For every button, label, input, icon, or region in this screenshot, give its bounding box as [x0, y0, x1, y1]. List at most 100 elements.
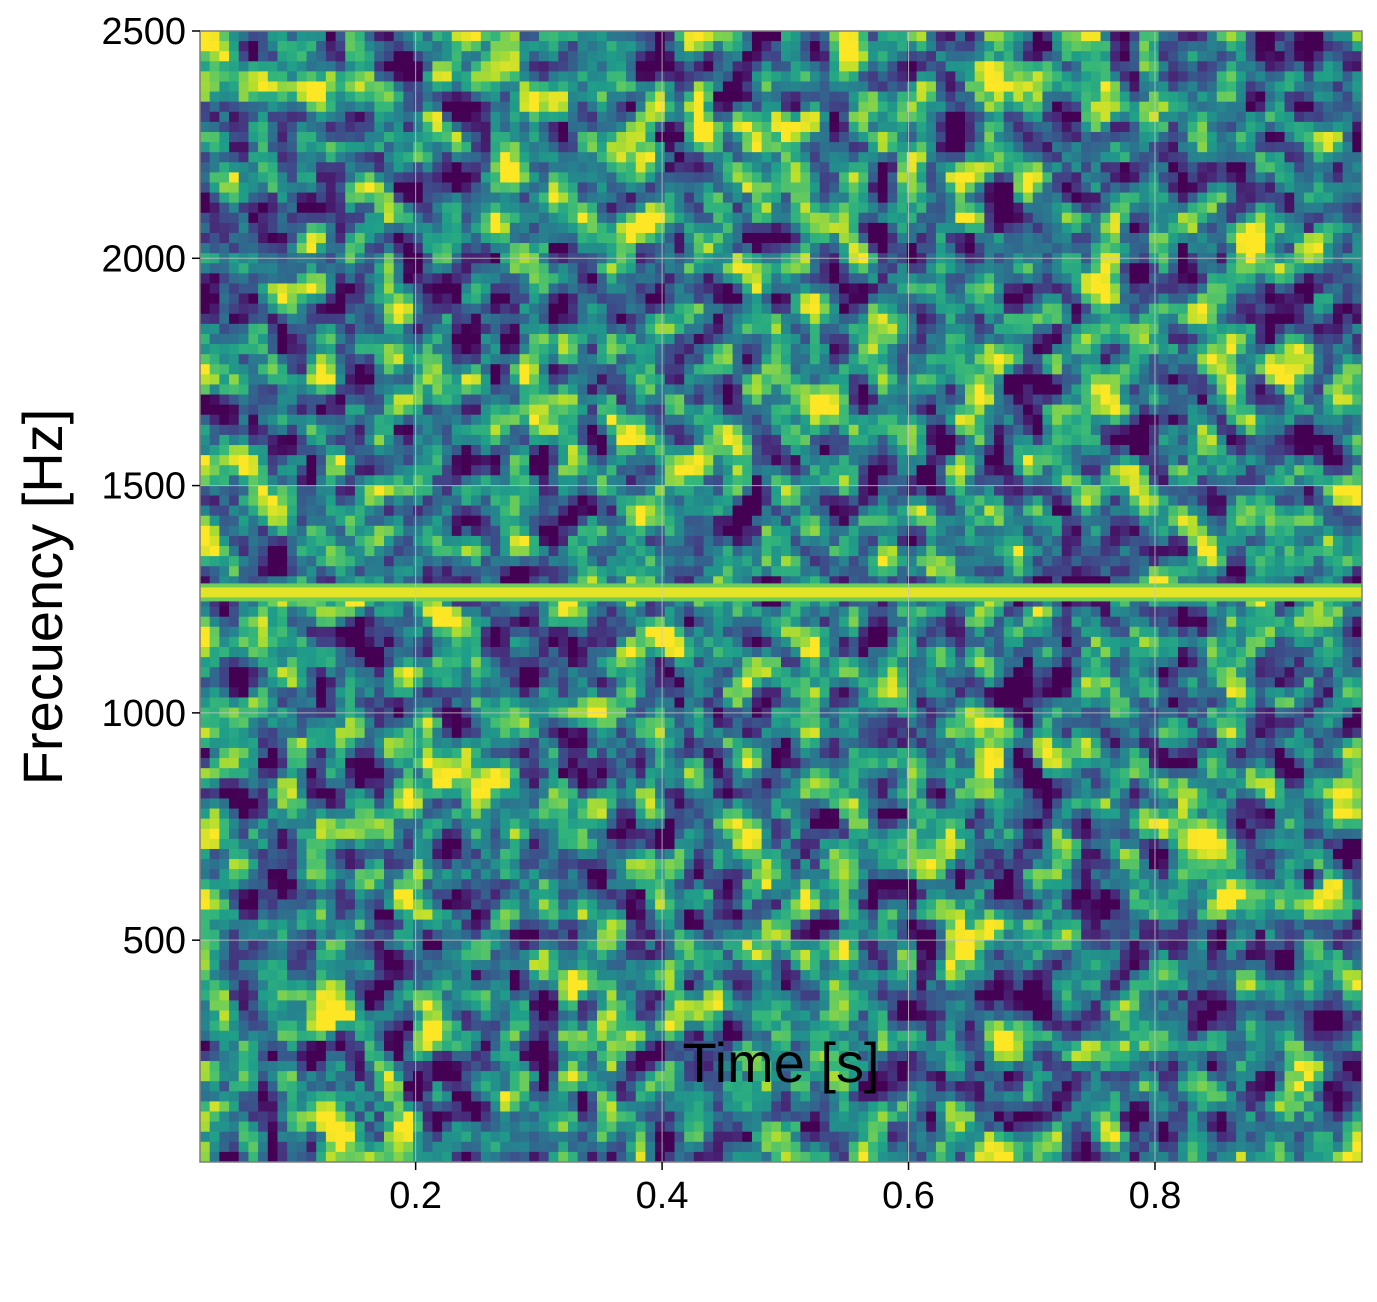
heatmap-cell	[626, 41, 637, 52]
heatmap-cell	[238, 414, 250, 426]
heatmap-cell	[209, 71, 220, 83]
heatmap-cell	[645, 172, 656, 184]
heatmap-cell	[645, 31, 656, 42]
heatmap-cell	[839, 222, 850, 234]
heatmap-cell	[1090, 182, 1102, 194]
heatmap-cell	[403, 414, 414, 426]
heatmap-cell	[1332, 41, 1344, 52]
heatmap-cell	[771, 263, 782, 274]
heatmap-cell	[500, 232, 511, 244]
heatmap-cell	[1216, 364, 1228, 375]
heatmap-cell	[742, 142, 753, 153]
heatmap-cell	[1245, 364, 1257, 375]
heatmap-cell	[248, 41, 259, 52]
heatmap-cell	[567, 364, 579, 375]
heatmap-cell	[296, 313, 308, 325]
heatmap-cell	[1274, 384, 1286, 396]
heatmap-cell	[490, 51, 501, 62]
heatmap-cell	[887, 31, 898, 42]
heatmap-cell	[674, 162, 685, 173]
heatmap-cell	[219, 323, 230, 335]
heatmap-cell	[597, 91, 608, 103]
heatmap-cell	[587, 333, 598, 345]
heatmap-cell	[1148, 344, 1160, 355]
heatmap-cell	[1168, 434, 1179, 446]
heatmap-cell	[1100, 121, 1111, 133]
heatmap-cell	[480, 344, 492, 355]
heatmap-cell	[1265, 61, 1276, 72]
heatmap-cell	[1303, 152, 1315, 163]
heatmap-cell	[480, 31, 492, 42]
heatmap-cell	[490, 212, 501, 224]
heatmap-cell	[751, 414, 763, 426]
heatmap-cell	[1032, 172, 1044, 184]
heatmap-cell	[897, 212, 908, 224]
heatmap-cell	[1090, 71, 1102, 83]
heatmap-cell	[490, 434, 501, 446]
heatmap-cell	[761, 434, 772, 446]
heatmap-cell	[1052, 202, 1063, 214]
heatmap-cell	[558, 61, 569, 72]
heatmap-cell	[1265, 41, 1276, 52]
heatmap-cell	[994, 111, 1005, 123]
heatmap-cell	[1207, 51, 1218, 62]
heatmap-cell	[955, 111, 966, 123]
heatmap-cell	[306, 232, 317, 244]
heatmap-cell	[868, 172, 879, 184]
heatmap-cell	[897, 81, 908, 93]
heatmap-cell	[509, 212, 521, 224]
heatmap-cell	[839, 333, 850, 345]
heatmap-cell	[751, 202, 763, 214]
heatmap-cell	[693, 364, 705, 375]
heatmap-cell	[558, 131, 569, 143]
heatmap-cell	[664, 41, 676, 52]
heatmap-cell	[926, 71, 937, 83]
heatmap-cell	[858, 273, 869, 285]
heatmap-cell	[238, 202, 250, 214]
heatmap-cell	[471, 333, 482, 345]
heatmap-cell	[819, 394, 831, 406]
heatmap-cell	[354, 424, 366, 436]
heatmap-cell	[258, 111, 269, 123]
heatmap-cell	[751, 212, 763, 224]
heatmap-cell	[354, 283, 366, 295]
heatmap-cell	[790, 323, 801, 335]
heatmap-cell	[374, 384, 385, 396]
heatmap-cell	[1274, 101, 1286, 113]
heatmap-cell	[810, 121, 821, 133]
heatmap-cell	[1352, 192, 1362, 204]
heatmap-cell	[364, 162, 375, 173]
heatmap-cell	[684, 374, 695, 386]
heatmap-cell	[732, 101, 743, 113]
heatmap-cell	[761, 344, 772, 355]
heatmap-cell	[848, 101, 860, 113]
heatmap-cell	[1119, 31, 1131, 42]
heatmap-cell	[1284, 323, 1295, 335]
heatmap-cell	[858, 31, 869, 42]
heatmap-cell	[1110, 81, 1121, 93]
heatmap-cell	[1255, 192, 1266, 204]
heatmap-cell	[1139, 131, 1150, 143]
heatmap-cell	[839, 313, 850, 325]
heatmap-cell	[1071, 41, 1082, 52]
heatmap-cell	[945, 202, 956, 214]
heatmap-cell	[829, 121, 840, 133]
heatmap-cell	[1129, 273, 1140, 285]
heatmap-cell	[335, 424, 346, 436]
heatmap-cell	[1003, 273, 1014, 285]
heatmap-cell	[722, 414, 734, 426]
heatmap-cell	[238, 273, 250, 285]
heatmap-cell	[1052, 212, 1063, 224]
heatmap-cell	[722, 121, 734, 133]
heatmap-cell	[974, 192, 985, 204]
heatmap-cell	[1332, 111, 1344, 123]
heatmap-cell	[451, 111, 463, 123]
heatmap-cell	[374, 232, 385, 244]
heatmap-cell	[538, 323, 550, 335]
heatmap-cell	[935, 374, 947, 386]
heatmap-cell	[994, 41, 1005, 52]
heatmap-cell	[926, 243, 937, 254]
heatmap-cell	[1003, 283, 1014, 295]
heatmap-cell	[713, 414, 724, 426]
heatmap-cell	[1274, 91, 1286, 103]
